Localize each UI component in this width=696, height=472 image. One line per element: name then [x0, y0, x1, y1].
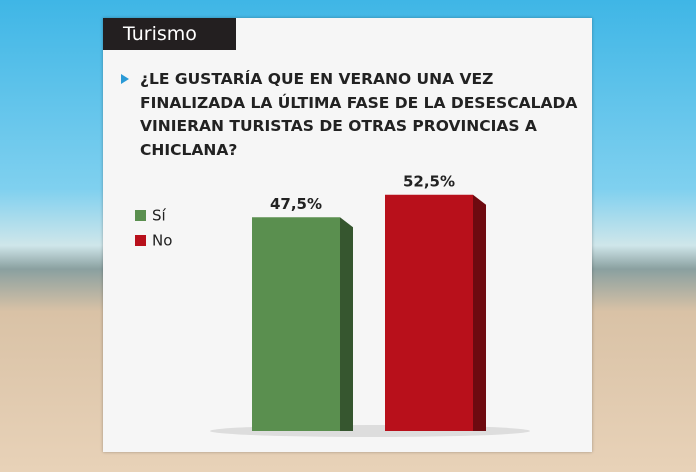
- legend-label: No: [152, 232, 172, 250]
- title-marker: [121, 74, 129, 84]
- bar: [252, 217, 340, 431]
- section-header: Turismo: [103, 18, 236, 50]
- legend-swatch: [135, 235, 146, 246]
- chart-title: ¿LE GUSTARÍA QUE EN VERANO UNA VEZ FINAL…: [140, 70, 578, 159]
- value-label: 52,5%: [403, 172, 455, 190]
- bar: [385, 194, 473, 431]
- bar-side: [340, 217, 353, 431]
- bar-side: [473, 194, 486, 431]
- legend-swatch: [135, 210, 146, 221]
- value-label: 47,5%: [270, 195, 322, 213]
- legend-label: Sí: [152, 207, 167, 225]
